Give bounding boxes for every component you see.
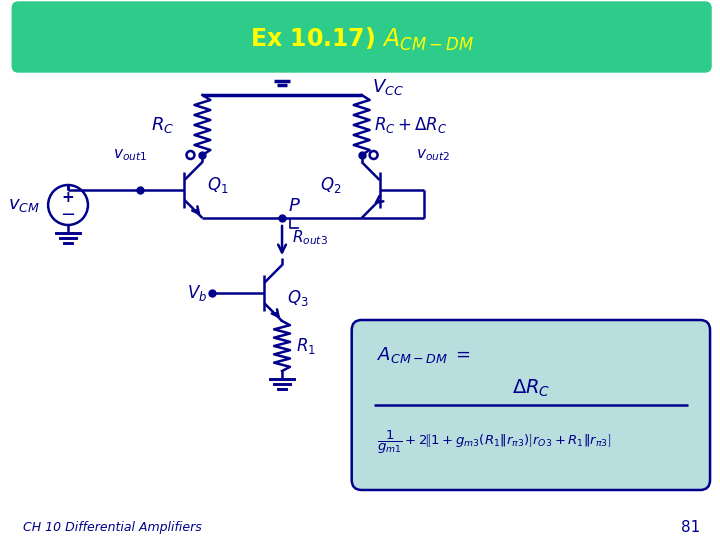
- Text: $V_{CC}$: $V_{CC}$: [372, 77, 403, 97]
- Text: $v_{CM}$: $v_{CM}$: [8, 196, 40, 214]
- Text: 81: 81: [681, 521, 700, 536]
- Text: $Q_1$: $Q_1$: [207, 175, 229, 195]
- Text: $\Delta R_C$: $\Delta R_C$: [512, 377, 550, 399]
- Text: CH 10 Differential Amplifiers: CH 10 Differential Amplifiers: [23, 522, 202, 535]
- Text: $V_b$: $V_b$: [187, 283, 207, 303]
- Text: $v_{out2}$: $v_{out2}$: [416, 147, 451, 163]
- Text: $A_{CM-DM}\ =$: $A_{CM-DM}\ =$: [377, 345, 471, 365]
- Text: $-$: $-$: [60, 204, 76, 222]
- Text: $Q_3$: $Q_3$: [287, 288, 309, 308]
- Text: $R_{out3}$: $R_{out3}$: [292, 228, 328, 247]
- Text: $Q_2$: $Q_2$: [320, 175, 341, 195]
- Text: $R_C$: $R_C$: [151, 115, 174, 135]
- FancyBboxPatch shape: [12, 2, 711, 72]
- Text: +: +: [62, 191, 74, 206]
- FancyBboxPatch shape: [351, 320, 710, 490]
- Text: Ex 10.17) $A_{CM-DM}$: Ex 10.17) $A_{CM-DM}$: [250, 25, 474, 52]
- Text: $R_1$: $R_1$: [296, 336, 316, 356]
- Text: $v_{out1}$: $v_{out1}$: [114, 147, 148, 163]
- Text: $\dfrac{1}{g_{m1}} + 2\!\left[\!\left[1 + g_{m3}(R_1 \| r_{\pi 3})\right]r_{O3} : $\dfrac{1}{g_{m1}} + 2\!\left[\!\left[1 …: [377, 428, 611, 456]
- Text: $P$: $P$: [288, 197, 301, 215]
- Text: $R_C + \Delta R_C$: $R_C + \Delta R_C$: [374, 115, 447, 135]
